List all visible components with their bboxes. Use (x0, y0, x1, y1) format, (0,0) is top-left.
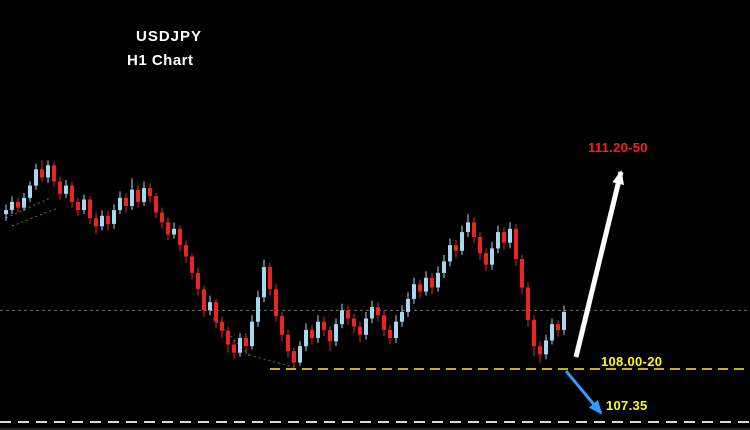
chart-title-block: USDJPY H1 Chart (127, 28, 202, 69)
lower-target-label: 107.35 (606, 398, 648, 413)
projection-arrows (564, 170, 624, 415)
timeframe-label: H1 Chart (127, 52, 194, 69)
trendline-segments (5, 197, 298, 369)
symbol-label: USDJPY (136, 28, 203, 45)
candlesticks (4, 160, 566, 368)
target-zone-label: 111.20-50 (588, 140, 648, 155)
price-level-lines (0, 309, 750, 430)
support-zone-label: 108.00-20 (601, 354, 663, 369)
